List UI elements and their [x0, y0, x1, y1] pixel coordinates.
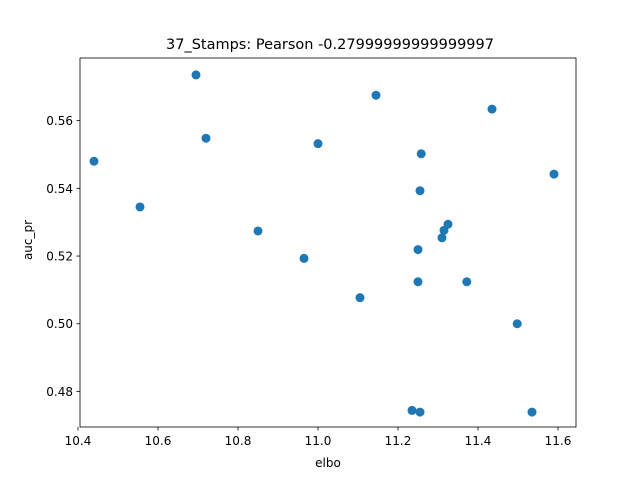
x-tick-label: 11.6 [545, 434, 572, 448]
y-tick-label: 0.48 [46, 385, 73, 399]
data-point [407, 405, 417, 415]
data-point [135, 202, 145, 212]
data-point [355, 293, 365, 303]
data-point [191, 70, 201, 80]
y-tick-label: 0.56 [46, 114, 73, 128]
y-axis: 0.48 0.50 0.52 0.54 0.56 [46, 114, 80, 399]
data-point [89, 156, 99, 166]
data-point [443, 219, 453, 229]
y-tick-label: 0.50 [46, 317, 73, 331]
data-point [299, 253, 309, 263]
data-point [527, 407, 537, 417]
data-point [253, 226, 263, 236]
plot-area [79, 57, 577, 428]
y-tick-label: 0.52 [46, 250, 73, 264]
y-tick-label: 0.54 [46, 182, 73, 196]
data-point [413, 277, 423, 287]
x-axis-label: elbo [315, 456, 341, 470]
data-point [416, 149, 426, 159]
y-axis-label: auc_pr [21, 220, 35, 260]
plot-frame [79, 57, 577, 428]
data-point [437, 233, 447, 243]
data-point [313, 139, 323, 149]
data-point [413, 245, 423, 255]
x-axis: 10.4 10.6 10.8 11.0 11.2 11.4 11.6 [65, 427, 572, 448]
x-tick-label: 10.8 [225, 434, 252, 448]
x-tick-label: 11.2 [385, 434, 412, 448]
data-points [89, 70, 559, 417]
x-tick-label: 11.0 [305, 434, 332, 448]
chart-title: 37_Stamps: Pearson -0.27999999999999997 [166, 37, 494, 53]
data-point [201, 133, 211, 143]
data-point [371, 90, 381, 100]
data-point [415, 407, 425, 417]
x-tick-label: 11.4 [465, 434, 492, 448]
data-point [487, 104, 497, 114]
x-tick-label: 10.6 [145, 434, 172, 448]
data-point [415, 186, 425, 196]
x-tick-label: 10.4 [65, 434, 92, 448]
data-point [462, 277, 472, 287]
data-point [549, 169, 559, 179]
data-point [512, 319, 522, 329]
